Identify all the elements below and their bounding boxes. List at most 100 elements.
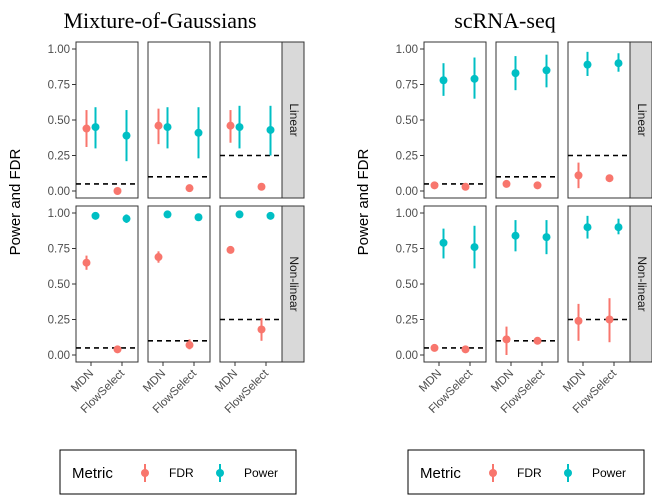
point-mdn-power — [235, 105, 244, 149]
point-flowselect-power — [122, 110, 131, 162]
data-point — [542, 66, 551, 75]
data-point — [226, 245, 235, 254]
point-flowselect-fdr — [257, 182, 266, 191]
panel-linear-1 — [423, 41, 487, 199]
y-tick-label: 0.75 — [396, 244, 418, 256]
y-tick-label: 1.00 — [48, 44, 70, 56]
point-flowselect-power — [122, 214, 131, 223]
data-point — [163, 123, 172, 132]
data-point — [511, 231, 520, 240]
data-point — [82, 124, 91, 133]
legend-title: Metric — [420, 465, 461, 482]
point-flowselect-power — [614, 53, 623, 72]
facet-strip-label: Non-linear — [635, 256, 649, 311]
point-flowselect-fdr — [257, 318, 266, 341]
data-point — [154, 253, 163, 262]
point-mdn-power — [511, 220, 520, 252]
y-tick-label: 0.75 — [48, 80, 70, 92]
panel-border — [423, 205, 487, 363]
y-tick-label: 0.50 — [396, 115, 418, 127]
legend-key-fdr-point — [489, 469, 497, 477]
legend-key-fdr — [489, 464, 497, 482]
point-flowselect-power — [266, 211, 275, 220]
point-mdn-power — [163, 107, 172, 149]
y-tick-label: 0.00 — [48, 186, 70, 198]
data-point — [113, 345, 122, 354]
data-point — [430, 343, 439, 352]
data-point — [122, 131, 131, 140]
y-tick-label: 1.00 — [396, 208, 418, 220]
point-mdn-fdr — [226, 110, 235, 143]
point-mdn-power — [163, 210, 172, 219]
point-flowselect-fdr — [461, 345, 470, 354]
data-point — [574, 316, 583, 325]
panel-linear-2 — [147, 41, 211, 199]
y-tick-label: 0.25 — [48, 315, 70, 327]
facet-strip-label: Non-linear — [287, 256, 301, 311]
facet-strip-label: Linear — [287, 103, 301, 136]
panel-non-linear-3 — [567, 205, 631, 363]
point-flowselect-power — [470, 57, 479, 99]
legend-key-power-point — [216, 469, 224, 477]
y-tick-label: 0.50 — [48, 279, 70, 291]
panel-border — [219, 205, 283, 363]
data-point — [502, 335, 511, 344]
data-point — [533, 181, 542, 190]
point-flowselect-fdr — [605, 174, 614, 183]
chart-title: scRNA-seq — [454, 8, 555, 33]
data-point — [185, 341, 194, 350]
point-mdn-fdr — [154, 251, 163, 263]
point-mdn-fdr — [82, 110, 91, 147]
point-flowselect-power — [194, 213, 203, 222]
facet-strip-label: Linear — [635, 103, 649, 136]
point-flowselect-fdr — [185, 184, 194, 193]
point-mdn-fdr — [430, 343, 439, 352]
point-flowselect-fdr — [113, 345, 122, 354]
chart-scrna-seq: scRNA-seq Power and FDR 0.00 0.25 0.50 0.75 1.… — [355, 8, 652, 416]
data-point — [82, 258, 91, 267]
point-flowselect-power — [542, 220, 551, 255]
point-mdn-power — [91, 107, 100, 149]
point-mdn-fdr — [430, 181, 439, 190]
data-point — [461, 182, 470, 191]
y-axis-title: Power and FDR — [7, 148, 24, 255]
panel-non-linear-3 — [219, 205, 283, 363]
point-flowselect-power — [266, 105, 275, 156]
data-point — [430, 181, 439, 190]
y-tick-label: 0.00 — [396, 186, 418, 198]
data-point — [583, 60, 592, 69]
data-point — [154, 121, 163, 130]
y-tick-label: 0.75 — [48, 244, 70, 256]
data-point — [194, 213, 203, 222]
legend-mixture-of-gaussians: Metric FDR Power — [59, 449, 297, 495]
panel-linear-3 — [219, 41, 283, 199]
y-tick-label: 1.00 — [396, 44, 418, 56]
data-point — [266, 211, 275, 220]
data-point — [461, 345, 470, 354]
legend-key-power — [216, 464, 224, 482]
panel-linear-3 — [567, 41, 631, 199]
point-flowselect-fdr — [605, 298, 614, 343]
data-point — [502, 179, 511, 188]
point-flowselect-fdr — [113, 187, 122, 195]
legend-key-power — [564, 464, 572, 482]
data-point — [533, 336, 542, 345]
data-point — [163, 210, 172, 219]
data-point — [257, 182, 266, 191]
panel-non-linear-1 — [75, 205, 139, 363]
panel-non-linear-1 — [423, 205, 487, 363]
data-point — [511, 69, 520, 78]
data-point — [605, 315, 614, 324]
chart-mixture-of-gaussians: Mixture-of-Gaussians Power and FDR 0.00 0.2… — [7, 8, 305, 416]
point-mdn-power — [439, 228, 448, 259]
y-tick-label: 0.00 — [396, 350, 418, 362]
data-point — [574, 171, 583, 180]
y-tick-label: 0.25 — [396, 315, 418, 327]
point-flowselect-fdr — [185, 339, 194, 350]
legend-label-fdr: FDR — [169, 466, 194, 480]
point-mdn-fdr — [82, 255, 91, 270]
point-mdn-power — [583, 51, 592, 76]
y-tick-label: 0.25 — [48, 151, 70, 163]
panel-non-linear-2 — [147, 205, 211, 363]
